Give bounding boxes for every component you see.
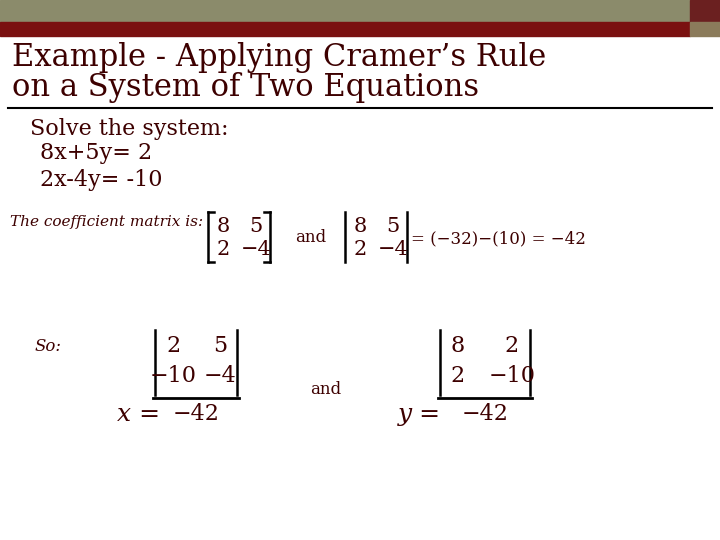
Text: −4: −4 [204, 365, 236, 387]
Bar [690, 0, 720, 22]
Text: and: and [310, 381, 341, 399]
Text: y =: y = [398, 403, 441, 426]
Text: 2: 2 [166, 335, 180, 357]
Text: 5: 5 [213, 335, 227, 357]
Text: 5: 5 [387, 217, 400, 236]
Text: 2: 2 [217, 240, 230, 259]
Text: So:: So: [35, 338, 62, 355]
Bar [0, 0, 690, 22]
Text: −42: −42 [462, 403, 508, 425]
Text: −10: −10 [150, 365, 197, 387]
Bar [690, 22, 720, 36]
Text: 5: 5 [249, 217, 263, 236]
Text: 8x+5y= 2: 8x+5y= 2 [40, 142, 152, 164]
Text: −42: −42 [173, 403, 220, 425]
Text: −4: −4 [240, 240, 271, 259]
Text: 8: 8 [217, 217, 230, 236]
Text: and: and [295, 228, 326, 246]
Text: −10: −10 [488, 365, 536, 387]
Text: The coefficient matrix is:: The coefficient matrix is: [10, 215, 203, 229]
Text: 2: 2 [451, 365, 465, 387]
Text: on a System of Two Equations: on a System of Two Equations [12, 72, 479, 103]
Text: 2: 2 [354, 240, 366, 259]
Text: 2: 2 [505, 335, 519, 357]
Text: −4: −4 [377, 240, 408, 259]
Text: Solve the system:: Solve the system: [30, 118, 228, 140]
Bar [0, 22, 690, 36]
Bar [22, 143, 30, 151]
Text: x =: x = [117, 403, 160, 426]
Text: 8: 8 [354, 217, 366, 236]
Text: 8: 8 [451, 335, 465, 357]
Text: 2x-4y= -10: 2x-4y= -10 [40, 169, 163, 191]
Text: = (−32)−(10) = −42: = (−32)−(10) = −42 [411, 231, 586, 247]
Text: Example - Applying Cramer’s Rule: Example - Applying Cramer’s Rule [12, 42, 546, 73]
Bar [22, 170, 30, 178]
